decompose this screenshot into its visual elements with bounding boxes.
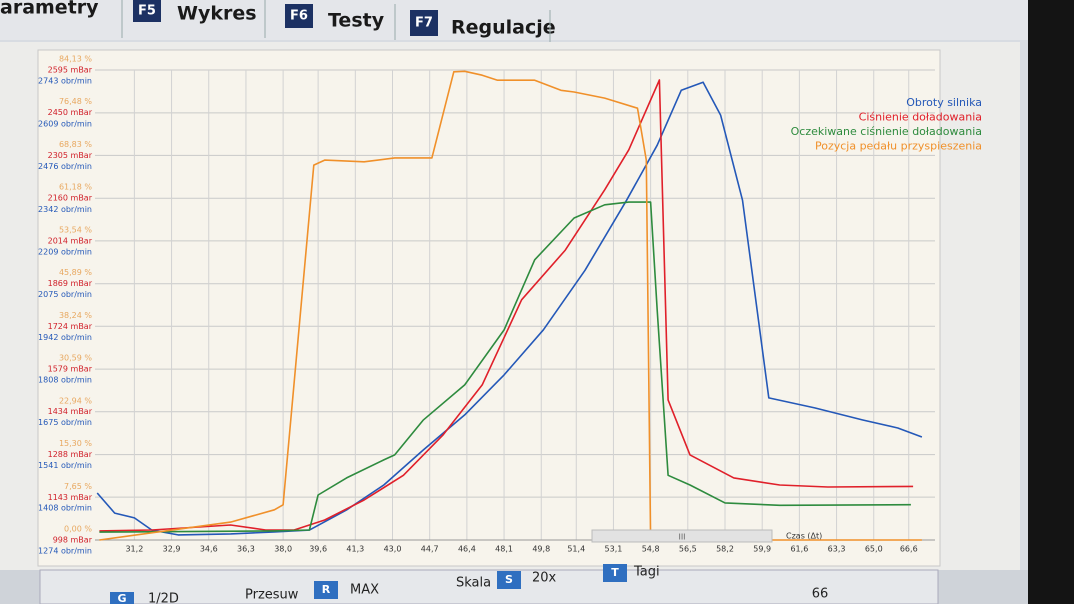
tab-key[interactable]: F5 bbox=[138, 4, 156, 19]
y3-tick-label: 45,89 % bbox=[59, 268, 92, 277]
tool-label[interactable]: MAX bbox=[350, 583, 379, 598]
x-tick-label: 39,6 bbox=[309, 545, 327, 554]
x-tick-label: 58,2 bbox=[716, 545, 734, 554]
tab-label[interactable]: Testy bbox=[328, 10, 385, 32]
tool-key-box bbox=[110, 592, 134, 604]
x-axis-label: Czas (Δt) bbox=[786, 532, 822, 541]
y-tick-label: 1942 obr/min bbox=[38, 333, 92, 342]
y2-tick-label: 2014 mBar bbox=[48, 236, 93, 245]
y-tick-label: 1541 obr/min bbox=[38, 461, 92, 470]
x-tick-label: 36,3 bbox=[237, 545, 255, 554]
y2-tick-label: 2450 mBar bbox=[48, 108, 93, 117]
tab-partial[interactable]: arametry bbox=[0, 0, 99, 19]
tool-label[interactable]: 1/2D bbox=[148, 592, 179, 604]
y3-tick-label: 38,24 % bbox=[59, 311, 92, 320]
y2-tick-label: 1288 mBar bbox=[48, 450, 93, 459]
y3-tick-label: 61,18 % bbox=[59, 183, 92, 192]
y2-tick-label: 1579 mBar bbox=[48, 365, 93, 374]
tool-key[interactable]: R bbox=[322, 583, 331, 596]
y3-tick-label: 0,00 % bbox=[64, 525, 92, 534]
x-tick-label: 54,8 bbox=[642, 545, 660, 554]
y-tick-label: 1675 obr/min bbox=[38, 418, 92, 427]
y-tick-label: 2209 obr/min bbox=[38, 247, 92, 256]
legend-entry: Ciśnienie doładowania bbox=[859, 111, 982, 124]
tab-key[interactable]: F6 bbox=[290, 9, 308, 24]
chart-background bbox=[37, 49, 941, 567]
y2-tick-label: 1869 mBar bbox=[48, 279, 93, 288]
x-tick-label: 32,9 bbox=[163, 545, 181, 554]
y3-tick-label: 15,30 % bbox=[59, 439, 92, 448]
x-tick-label: 49,8 bbox=[532, 545, 550, 554]
x-tick-label: 31,2 bbox=[125, 545, 143, 554]
x-tick-label: 46,4 bbox=[458, 545, 476, 554]
x-tick-label: 56,5 bbox=[679, 545, 697, 554]
series-line bbox=[99, 79, 914, 532]
tool-key-box bbox=[314, 581, 338, 599]
x-tick-label: 44,7 bbox=[421, 545, 439, 554]
y-tick-label: 2075 obr/min bbox=[38, 290, 92, 299]
x-tick-label: 61,6 bbox=[790, 545, 808, 554]
series-line bbox=[99, 201, 911, 533]
x-tick-label: 63,3 bbox=[828, 545, 846, 554]
tab-key-box bbox=[285, 4, 313, 28]
chart: 2743 obr/min 2609 obr/min 2476 obr/min 2342… bbox=[38, 55, 982, 556]
tool-key[interactable]: G bbox=[117, 592, 126, 604]
legend-entry: Pozycja pedału przyspieszenia bbox=[815, 140, 982, 153]
x-tick-label: 51,4 bbox=[567, 545, 585, 554]
series-line bbox=[99, 70, 922, 541]
x-tick-label: 34,6 bbox=[200, 545, 218, 554]
tool-label[interactable]: Tagi bbox=[633, 565, 660, 580]
y-tick-label: 2609 obr/min bbox=[38, 119, 92, 128]
y2-tick-label: 2305 mBar bbox=[48, 151, 93, 160]
tool-key[interactable]: S bbox=[505, 573, 513, 586]
y3-tick-label: 7,65 % bbox=[64, 482, 92, 491]
y3-tick-label: 68,83 % bbox=[59, 140, 92, 149]
y-tick-label: 2342 obr/min bbox=[38, 205, 92, 214]
y2-tick-label: 1724 mBar bbox=[48, 322, 93, 331]
y-tick-label: 2476 obr/min bbox=[38, 162, 92, 171]
y2-tick-label: 1434 mBar bbox=[48, 407, 93, 416]
x-tick-label: 43,0 bbox=[384, 545, 402, 554]
y-tick-label: 1274 obr/min bbox=[38, 547, 92, 556]
tool-text: Przesuw bbox=[245, 588, 299, 603]
tab-key-box bbox=[410, 10, 438, 36]
x-tick-label: 66,6 bbox=[900, 545, 918, 554]
y2-tick-label: 2160 mBar bbox=[48, 194, 93, 203]
tab-label[interactable]: Regulacje bbox=[451, 17, 556, 39]
y3-tick-label: 53,54 % bbox=[59, 225, 92, 234]
y2-tick-label: 2595 mBar bbox=[48, 66, 93, 75]
y3-tick-label: 76,48 % bbox=[59, 97, 92, 106]
scrollbar[interactable] bbox=[591, 529, 773, 543]
tab-key-box bbox=[133, 0, 161, 22]
y2-tick-label: 1143 mBar bbox=[48, 493, 93, 502]
y3-tick-label: 84,13 % bbox=[59, 55, 92, 64]
y2-tick-label: 998 mBar bbox=[53, 536, 93, 545]
y-tick-label: 1808 obr/min bbox=[38, 376, 92, 385]
tool-text: Skala bbox=[456, 576, 491, 591]
y-tick-label: 2743 obr/min bbox=[38, 77, 92, 86]
tool-key-box bbox=[603, 564, 627, 582]
y-tick-label: 1408 obr/min bbox=[38, 504, 92, 513]
tool-key[interactable]: T bbox=[611, 566, 619, 579]
x-tick-label: 53,1 bbox=[605, 545, 623, 554]
page-number: 66 bbox=[812, 587, 829, 602]
y3-tick-label: 22,94 % bbox=[59, 396, 92, 405]
toolbar-inner bbox=[39, 569, 939, 604]
tab-bar bbox=[0, 0, 1028, 40]
series-line bbox=[96, 81, 923, 536]
legend-entry: Oczekiwane ciśnienie doładowania bbox=[791, 125, 982, 138]
x-tick-label: 48,1 bbox=[495, 545, 513, 554]
tool-label[interactable]: 20x bbox=[532, 571, 557, 586]
y3-tick-label: 30,59 % bbox=[59, 354, 92, 363]
x-tick-label: 41,3 bbox=[346, 545, 364, 554]
scroll-grip[interactable]: III bbox=[678, 533, 685, 542]
x-tick-label: 38,0 bbox=[274, 545, 292, 554]
tab-key[interactable]: F7 bbox=[415, 16, 433, 31]
legend-entry: Obroty silnika bbox=[906, 96, 982, 109]
tool-key-box bbox=[497, 571, 521, 589]
tab-label[interactable]: Wykres bbox=[177, 3, 257, 25]
x-tick-label: 65,0 bbox=[865, 545, 883, 554]
x-tick-label: 59,9 bbox=[753, 545, 771, 554]
